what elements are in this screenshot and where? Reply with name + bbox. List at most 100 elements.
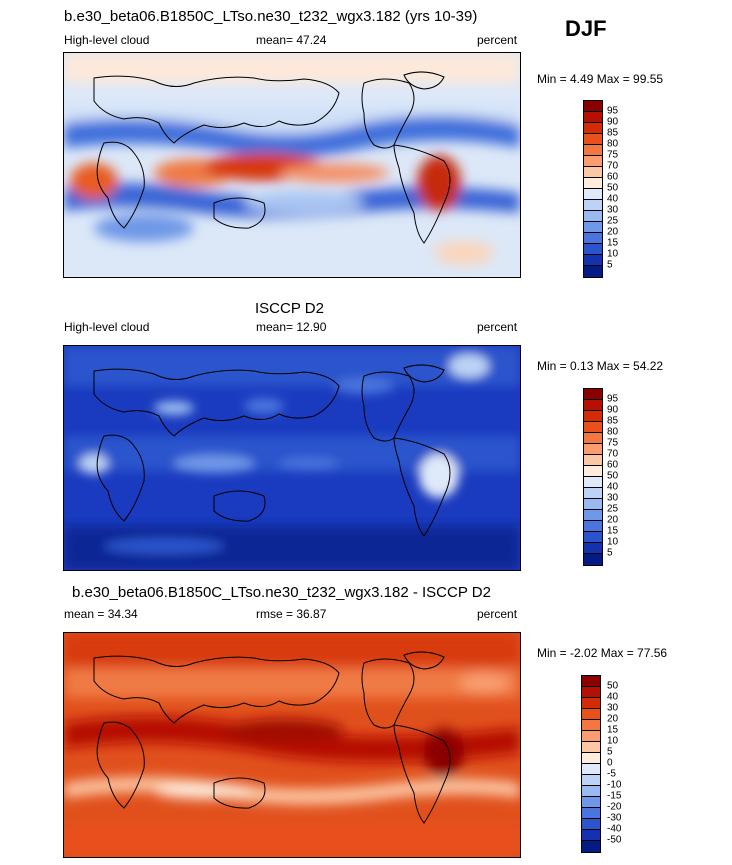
colorbar-tick-label: 50 [607,470,619,482]
colorbar-tick-label: -40 [607,823,622,835]
colorbar-tick-label: 70 [607,448,619,460]
panel-3-map [63,632,521,858]
colorbar-swatch [582,698,600,709]
panel-2-minmax-label: Min = 0.13 Max = 54.22 [537,359,664,373]
colorbar-tick-label: 15 [607,237,619,249]
colorbar-tick-label: 50 [607,182,619,194]
colorbar-tick-label: 80 [607,426,619,438]
colorbar-tick-label: 25 [607,215,619,227]
colorbar-swatch [584,433,602,444]
colorbar-swatch [582,742,600,753]
colorbar-swatch [584,521,602,532]
colorbar-swatch [584,554,602,565]
colorbar-tick-label: 20 [607,514,619,526]
panel-2-mean-label: mean= 12.90 [256,320,327,334]
colorbar-tick-label: 40 [607,691,619,703]
colorbar-tick-label: -20 [607,801,622,813]
colorbar-swatch [584,156,602,167]
colorbar-swatch [584,422,602,433]
panel-3-colorbar [581,675,601,853]
colorbar-swatch [584,255,602,266]
panel-1-units-label: percent [477,33,518,47]
colorbar-swatch [584,134,602,145]
colorbar-tick-label: 5 [607,746,613,758]
colorbar-swatch [584,411,602,422]
panel-2-units-label: percent [477,320,518,334]
colorbar-swatch [584,123,602,134]
colorbar-swatch [584,145,602,156]
colorbar-tick-label: 75 [607,437,619,449]
colorbar-swatch [582,709,600,720]
colorbar-swatch [582,764,600,775]
colorbar-swatch [584,400,602,411]
colorbar-swatch [584,211,602,222]
colorbar-swatch [584,244,602,255]
colorbar-tick-label: 75 [607,149,619,161]
colorbar-tick-label: 80 [607,138,619,150]
colorbar-swatch [584,167,602,178]
colorbar-tick-label: 15 [607,724,619,736]
colorbar-tick-label: 20 [607,226,619,238]
panel-3-minmax-label: Min = -2.02 Max = 77.56 [537,646,668,660]
colorbar-tick-label: -30 [607,812,622,824]
panel-1-mean-label: mean= 47.24 [256,33,327,47]
colorbar-swatch [582,819,600,830]
colorbar-tick-label: -10 [607,779,622,791]
colorbar-swatch [584,178,602,189]
colorbar-swatch [582,687,600,698]
colorbar-swatch [582,753,600,764]
colorbar-tick-label: 15 [607,525,619,537]
panel-2-map [63,345,521,571]
panel-3-title: b.e30_beta06.B1850C_LTso.ne30_t232_wgx3.… [72,584,491,601]
colorbar-swatch [582,775,600,786]
colorbar-tick-label: 10 [607,536,619,548]
colorbar-swatch [584,389,602,400]
panel-1-minmax-label: Min = 4.49 Max = 99.55 [537,72,664,86]
season-label: DJF [565,16,607,41]
colorbar-tick-label: 25 [607,503,619,515]
colorbar-tick-label: 5 [607,547,613,559]
colorbar-tick-label: 40 [607,193,619,205]
panel-1-variable-label: High-level cloud [64,33,150,47]
panel-1-map [63,52,521,278]
colorbar-tick-label: -5 [607,768,616,780]
colorbar-tick-label: 95 [607,393,619,405]
panel-3-mean-label: mean = 34.34 [64,607,138,621]
colorbar-swatch [584,444,602,455]
colorbar-swatch [584,477,602,488]
colorbar-swatch [584,112,602,123]
colorbar-tick-label: 95 [607,105,619,117]
colorbar-swatch [584,222,602,233]
colorbar-tick-label: 70 [607,160,619,172]
colorbar-tick-label: 90 [607,116,619,128]
colorbar-tick-label: -50 [607,834,622,846]
colorbar-swatch [584,510,602,521]
colorbar-swatch [584,200,602,211]
colorbar-swatch [584,233,602,244]
colorbar-swatch [582,808,600,819]
panel-1-title: b.e30_beta06.B1850C_LTso.ne30_t232_wgx3.… [64,8,478,25]
colorbar-tick-label: 50 [607,680,619,692]
colorbar-swatch [584,532,602,543]
colorbar-swatch [584,499,602,510]
colorbar-tick-label: 10 [607,248,619,260]
colorbar-swatch [584,466,602,477]
colorbar-swatch [584,543,602,554]
colorbar-swatch [582,841,600,852]
panel-2-colorbar [583,388,603,566]
colorbar-swatch [582,830,600,841]
colorbar-tick-label: 85 [607,415,619,427]
panel-3-units-label: percent [477,607,518,621]
colorbar-tick-label: 10 [607,735,619,747]
colorbar-swatch [584,266,602,277]
panel-3-rmse-label: rmse = 36.87 [256,607,327,621]
colorbar-tick-label: 90 [607,404,619,416]
colorbar-swatch [584,455,602,466]
colorbar-swatch [584,488,602,499]
colorbar-swatch [582,797,600,808]
colorbar-swatch [582,676,600,687]
colorbar-tick-label: 30 [607,492,619,504]
panel-2-variable-label: High-level cloud [64,320,150,334]
colorbar-swatch [584,189,602,200]
colorbar-swatch [582,720,600,731]
